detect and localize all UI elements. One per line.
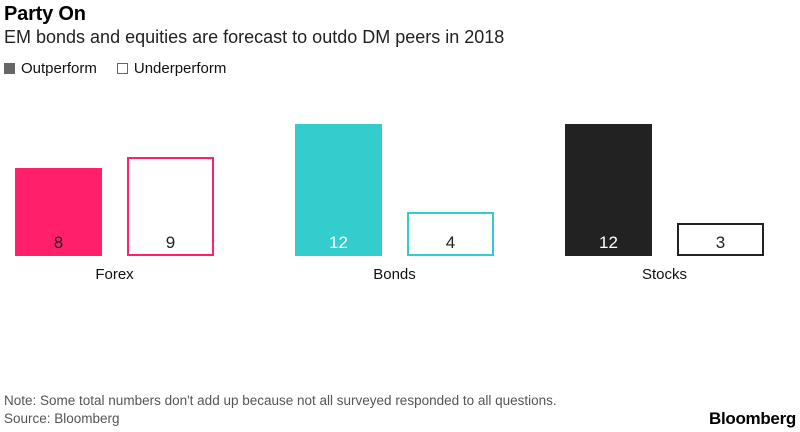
bar-outperform-forex [15,168,102,256]
bar-underperform-bonds [407,212,494,256]
bar-label-outperform-bonds: 12 [329,233,348,252]
chart-title: Party On [4,3,86,25]
legend-label-outperform: Outperform [21,60,97,77]
legend-item-outperform: Outperform [4,60,97,77]
bar-underperform-stocks [677,223,764,256]
footnote: Note: Some total numbers don't add up be… [4,393,557,408]
legend-label-underperform: Underperform [133,60,227,77]
bar-outperform-bonds [295,124,382,256]
bar-label-outperform-forex: 8 [54,233,63,252]
bar-outperform-stocks [565,124,652,256]
bar-label-outperform-stocks: 12 [599,233,618,252]
bar-underperform-forex [127,157,214,256]
source-note: Source: Bloomberg [4,411,120,426]
bar-label-underperform-bonds: 4 [446,233,455,252]
bar-label-underperform-stocks: 3 [716,233,725,252]
chart-subtitle: EM bonds and equities are forecast to ou… [4,27,505,47]
category-label-stocks: Stocks [642,266,687,283]
legend: Outperform Underperform [4,60,246,77]
hollow-square-icon [116,63,128,74]
brand-logo: Bloomberg [708,409,796,428]
bar-label-underperform-forex: 9 [166,233,175,252]
category-label-bonds: Bonds [373,266,416,283]
filled-square-icon [4,63,15,74]
category-label-forex: Forex [95,266,134,283]
legend-item-underperform: Underperform [116,60,227,77]
